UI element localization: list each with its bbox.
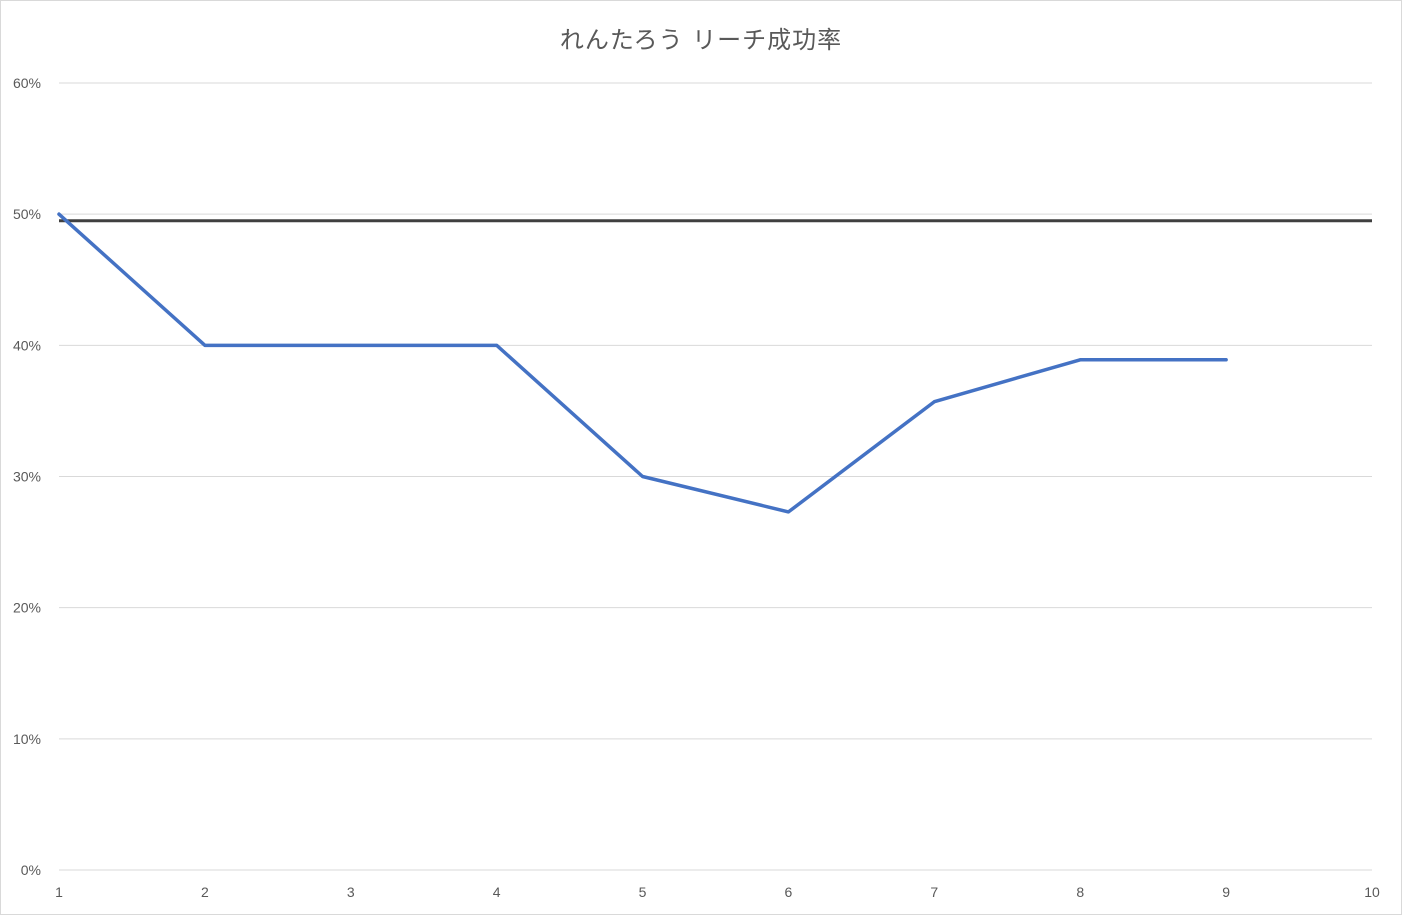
series-group — [57, 212, 1228, 514]
data-point — [641, 475, 645, 478]
data-point — [1224, 358, 1228, 362]
chart-title: れんたろう リーチ成功率 — [559, 26, 843, 54]
y-tick-label: 40% — [13, 337, 41, 353]
x-tick-label: 2 — [201, 884, 209, 900]
data-point — [349, 343, 353, 347]
x-axis: 1 2 3 4 5 6 7 8 9 10 — [55, 884, 1380, 900]
data-point — [932, 400, 936, 404]
y-tick-label: 20% — [13, 600, 41, 616]
series-line — [57, 212, 1228, 514]
x-tick-label: 1 — [55, 884, 63, 900]
y-axis: 0% 10% 20% 30% 40% 50% 60% — [13, 75, 41, 878]
y-tick-label: 0% — [21, 862, 41, 878]
data-point — [57, 212, 61, 216]
y-tick-label: 60% — [13, 75, 41, 91]
x-tick-label: 5 — [639, 884, 647, 900]
data-point — [1078, 358, 1082, 362]
x-tick-label: 8 — [1076, 884, 1084, 900]
x-tick-label: 7 — [930, 884, 938, 900]
x-tick-label: 6 — [785, 884, 793, 900]
x-tick-label: 3 — [347, 884, 355, 900]
data-point — [203, 343, 207, 347]
y-tick-label: 30% — [13, 469, 41, 485]
y-tick-label: 10% — [13, 731, 41, 747]
data-point — [786, 510, 790, 514]
gridlines — [59, 82, 1372, 871]
x-tick-label: 9 — [1222, 884, 1230, 900]
x-tick-label: 4 — [493, 884, 501, 900]
x-tick-label: 10 — [1364, 884, 1380, 900]
y-tick-label: 50% — [13, 206, 41, 222]
data-point — [495, 343, 499, 347]
